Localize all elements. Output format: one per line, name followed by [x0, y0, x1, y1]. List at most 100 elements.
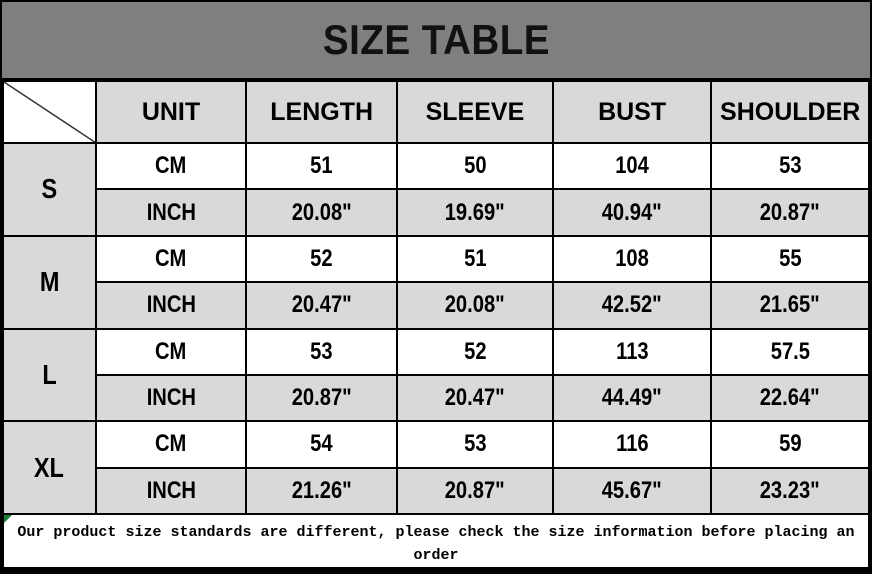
- column-header-label: LENGTH: [270, 97, 374, 126]
- table-row: XL CM 54 53 116 59: [2, 420, 870, 515]
- table-row: M CM 52 51 108 55: [2, 234, 870, 330]
- cell-value: 116: [615, 430, 649, 458]
- column-header-label: SHOULDER: [720, 97, 861, 126]
- column-header-bust: BUST: [551, 80, 713, 144]
- table-cell: 20.08": [396, 281, 554, 330]
- column-header-label: SLEEVE: [425, 97, 525, 126]
- table-cell: INCH: [94, 466, 248, 516]
- table-row: S CM 51 50 104 53: [2, 141, 870, 237]
- table-cell: 40.94": [551, 188, 713, 237]
- cell-value: 20.87": [760, 198, 821, 226]
- cell-value: 20.08": [291, 198, 352, 226]
- table-cell: CM: [94, 234, 248, 284]
- size-table: UNIT LENGTH SLEEVE BUST SHOULDER S CM 51…: [2, 80, 870, 569]
- page-title-text: SIZE TABLE: [322, 16, 550, 63]
- column-header-label: UNIT: [141, 97, 201, 126]
- table-cell: 23.23": [710, 466, 870, 516]
- column-header-unit: UNIT: [94, 80, 248, 144]
- cell-value: 20.87": [291, 384, 352, 412]
- table-cell: 57.5: [710, 327, 870, 376]
- table-cell: 59: [710, 420, 870, 469]
- table-cell: 52: [245, 234, 398, 284]
- diagonal-corner-cell: [2, 80, 97, 144]
- cell-value: 53: [463, 430, 487, 458]
- column-header-length: LENGTH: [245, 80, 398, 144]
- table-cell: 22.64": [710, 373, 870, 423]
- cell-value: 42.52": [602, 291, 663, 319]
- table-cell: 116: [551, 420, 713, 469]
- cell-value: 57.5: [770, 337, 810, 365]
- cell-value: 40.94": [602, 198, 663, 226]
- cell-value: 23.23": [760, 476, 821, 504]
- table-cell: 20.87": [710, 188, 870, 237]
- table-row: INCH 20.87" 20.47" 44.49" 22.64": [3, 373, 870, 423]
- size-label-text: XL: [34, 451, 65, 483]
- cell-value: INCH: [146, 198, 196, 226]
- cell-value: 53: [310, 337, 333, 365]
- size-label-xl: XL: [2, 420, 97, 515]
- table-cell: 51: [396, 234, 554, 284]
- table-cell: 21.65": [710, 281, 870, 330]
- table-row: INCH 21.26" 20.87" 45.67" 23.23": [3, 466, 870, 516]
- cell-value: CM: [155, 152, 187, 180]
- cell-value: CM: [155, 337, 187, 365]
- cell-value: CM: [155, 244, 187, 272]
- table-cell: 104: [551, 141, 713, 191]
- table-cell: 52: [396, 327, 554, 376]
- table-cell: 19.69": [396, 188, 554, 237]
- table-cell: 108: [551, 234, 713, 284]
- table-row: INCH 20.08" 19.69" 40.94" 20.87": [3, 188, 870, 237]
- cell-value: 45.67": [602, 476, 663, 504]
- table-cell: 42.52": [551, 281, 713, 330]
- column-header-label: BUST: [598, 97, 667, 126]
- table-cell: 45.67": [551, 466, 713, 516]
- cell-value: 20.08": [444, 291, 505, 319]
- table-cell: 21.26": [245, 466, 398, 516]
- column-header-sleeve: SLEEVE: [396, 80, 554, 144]
- table-cell: CM: [94, 420, 248, 469]
- cell-value: 44.49": [602, 384, 663, 412]
- table-cell: INCH: [94, 373, 248, 423]
- table-cell: 50: [396, 141, 554, 191]
- table-cell: 113: [551, 327, 713, 376]
- table-cell: 20.87": [245, 373, 398, 423]
- table-cell: 20.08": [245, 188, 398, 237]
- cell-value: INCH: [146, 476, 196, 504]
- cell-value: 54: [310, 430, 333, 458]
- size-label-text: S: [41, 173, 58, 205]
- cell-value: 51: [463, 244, 487, 272]
- cell-value: INCH: [146, 384, 196, 412]
- cell-value: 55: [778, 244, 802, 272]
- cell-value: CM: [155, 430, 187, 458]
- table-cell: 51: [245, 141, 398, 191]
- diagonal-divider: [4, 82, 95, 142]
- cell-value: 59: [778, 430, 802, 458]
- table-cell: 54: [245, 420, 398, 469]
- green-triangle-marker: [5, 516, 12, 523]
- page-title: SIZE TABLE: [2, 2, 870, 80]
- size-label-text: M: [39, 266, 60, 298]
- cell-value: 108: [615, 244, 649, 272]
- table-cell: 55: [710, 234, 870, 284]
- cell-value: 113: [615, 337, 649, 365]
- cell-value: 53: [778, 152, 802, 180]
- table-cell: 20.87": [396, 466, 554, 516]
- cell-value: 21.65": [760, 291, 821, 319]
- size-label-s: S: [2, 142, 97, 237]
- footer-note-cell: Our product size standards are different…: [2, 513, 870, 569]
- cell-value: 20.87": [444, 476, 505, 504]
- size-label-l: L: [2, 327, 97, 423]
- cell-value: 52: [463, 337, 487, 365]
- table-cell: 20.47": [396, 373, 554, 423]
- size-label-m: M: [2, 234, 97, 330]
- cell-value: 22.64": [760, 384, 821, 412]
- table-cell: 20.47": [245, 281, 398, 330]
- header-row: UNIT LENGTH SLEEVE BUST SHOULDER: [2, 80, 870, 144]
- cell-value: 20.47": [444, 384, 505, 412]
- table-cell: 53: [710, 141, 870, 191]
- cell-value: 104: [615, 152, 649, 180]
- table-cell: INCH: [94, 188, 248, 237]
- cell-value: 20.47": [291, 291, 352, 319]
- footer-note: Our product size standards are different…: [17, 524, 855, 564]
